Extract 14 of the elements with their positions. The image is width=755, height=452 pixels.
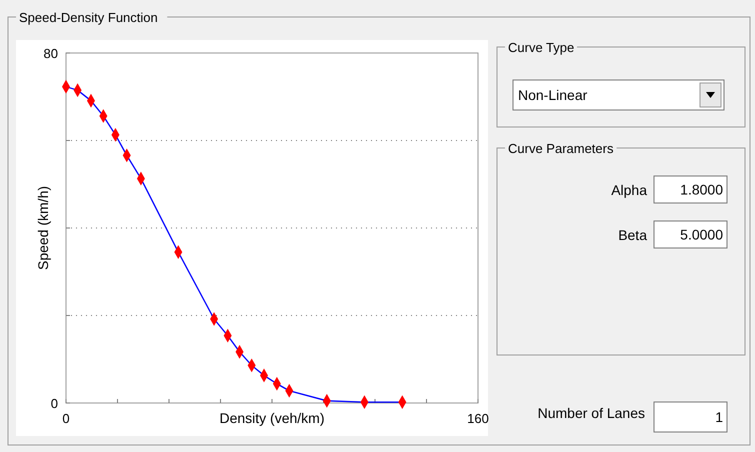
x-tick-label: 160 [467,411,489,426]
y-tick-label: 80 [44,46,58,61]
x-axis-title: Density (veh/km) [219,410,325,426]
y-axis-title: Speed (km/h) [35,186,51,270]
text: 1.8000 [680,182,724,198]
text: 1 [715,409,724,425]
text: 5.0000 [680,226,724,242]
text: Curve Type [508,40,574,55]
text: Curve Parameters [508,141,614,156]
chart-title: Speed-Density Function [19,10,158,25]
text: Number of Lanes [538,405,645,421]
text: Beta [618,227,648,243]
text: Alpha [611,182,648,198]
text: Non-Linear [518,87,588,103]
